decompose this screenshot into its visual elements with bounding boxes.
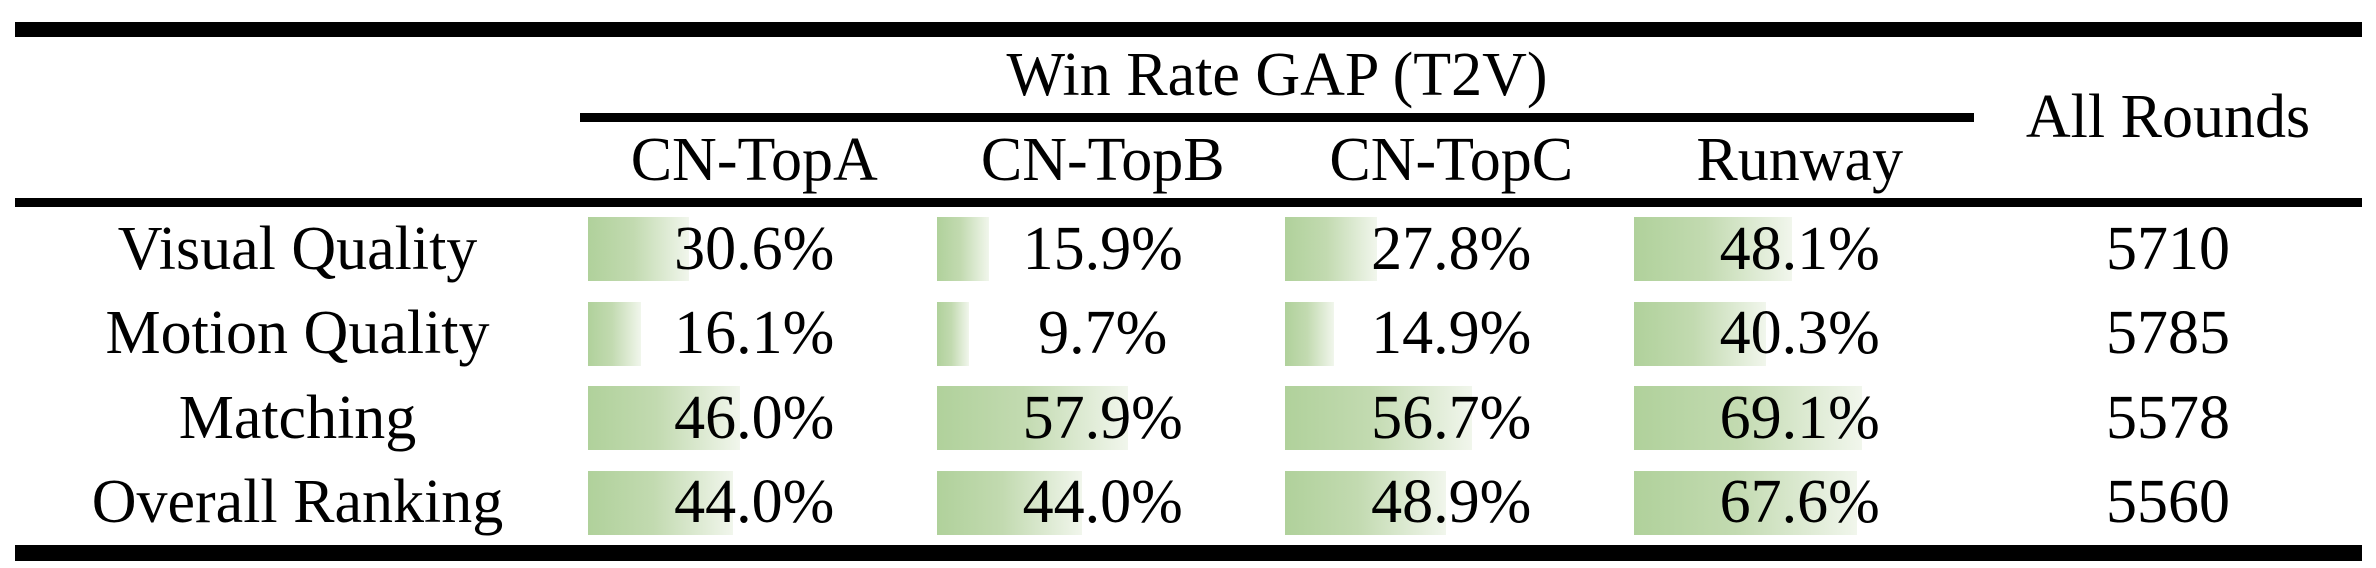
win-rate-cell-cn-topc: 56.7%	[1277, 376, 1626, 461]
win-rate-value: 9.7%	[1038, 299, 1168, 368]
data-bar	[588, 301, 642, 366]
win-rate-value: 57.9%	[1022, 383, 1183, 452]
win-rate-cell-cn-topb: 44.0%	[929, 461, 1278, 546]
column-header-runway: Runway	[1696, 125, 1904, 194]
win-rate-value: 44.0%	[674, 468, 835, 537]
win-rate-cell-cn-topa: 30.6%	[580, 207, 929, 292]
all-rounds-value: 5560	[2106, 468, 2230, 537]
win-rate-cell-cn-topc: 48.9%	[1277, 461, 1626, 546]
data-bar	[1633, 470, 1857, 535]
column-header-row: CN-TopA CN-TopB CN-TopC Runway	[15, 122, 2362, 198]
win-rate-cell-cn-topb: 57.9%	[929, 376, 1278, 461]
win-rate-value: 16.1%	[674, 299, 835, 368]
header-spacer	[15, 122, 580, 198]
win-rate-cell-cn-topc: 14.9%	[1277, 292, 1626, 377]
win-rate-cell-cn-topb: 9.7%	[929, 292, 1278, 377]
data-bar	[588, 386, 740, 450]
table-row-matching: Matching 46.0% 57.9% 56.7% 69.1% 5578	[15, 376, 2362, 461]
win-rate-value: 48.1%	[1719, 214, 1880, 283]
win-rate-cell-cn-topb: 15.9%	[929, 207, 1278, 292]
win-rate-value: 44.0%	[1022, 468, 1183, 537]
data-bar	[1633, 386, 1862, 450]
win-rate-value: 15.9%	[1022, 214, 1183, 283]
table-row-motion-quality: Motion Quality 16.1% 9.7% 14.9% 40.3% 5785	[15, 292, 2362, 377]
row-label: Overall Ranking	[91, 468, 504, 537]
win-rate-value: 69.1%	[1719, 383, 1880, 452]
win-rate-value: 14.9%	[1371, 299, 1532, 368]
win-rate-value: 46.0%	[674, 383, 835, 452]
all-rounds-value: 5785	[2106, 299, 2230, 368]
data-bar	[1633, 217, 1793, 281]
win-rate-cell-runway: 67.6%	[1626, 461, 1975, 546]
header-spacer	[15, 37, 580, 113]
top-rule	[15, 22, 2362, 37]
group-header-row: Win Rate GAP (T2V)	[15, 37, 2362, 113]
table-row-visual-quality: Visual Quality 30.6% 15.9% 27.8% 48.1% 5710	[15, 207, 2362, 292]
data-bar	[1285, 301, 1335, 366]
data-bar	[936, 386, 1128, 450]
data-bar	[936, 217, 989, 281]
win-rate-value: 40.3%	[1719, 299, 1880, 368]
win-rate-cell-runway: 40.3%	[1626, 292, 1975, 377]
all-rounds-value: 5710	[2106, 214, 2230, 283]
column-header-cn-topa: CN-TopA	[630, 125, 878, 194]
win-rate-value: 27.8%	[1371, 214, 1532, 283]
group-header-win-rate-gap: Win Rate GAP (T2V)	[1006, 40, 1548, 109]
win-rate-cell-runway: 48.1%	[1626, 207, 1975, 292]
win-rate-value: 56.7%	[1371, 383, 1532, 452]
column-header-cn-topb: CN-TopB	[980, 125, 1225, 194]
table-body: Visual Quality 30.6% 15.9% 27.8% 48.1% 5710 Mo…	[15, 207, 2362, 545]
win-rate-cell-cn-topc: 27.8%	[1277, 207, 1626, 292]
win-rate-value: 30.6%	[674, 214, 835, 283]
win-rate-cell-cn-topa: 46.0%	[580, 376, 929, 461]
data-bar	[936, 301, 969, 366]
win-rate-table: Win Rate GAP (T2V) All Rounds CN-TopA CN-…	[15, 22, 2362, 561]
win-rate-value: 67.6%	[1719, 468, 1880, 537]
column-header-all-rounds: All Rounds	[2025, 83, 2311, 151]
data-bar	[588, 217, 689, 281]
data-bar	[1285, 386, 1473, 450]
data-bar	[936, 470, 1082, 535]
win-rate-cell-cn-topa: 16.1%	[580, 292, 929, 377]
win-rate-value: 48.9%	[1371, 468, 1532, 537]
row-label: Motion Quality	[105, 299, 490, 368]
bottom-rule	[15, 545, 2362, 561]
row-label: Visual Quality	[117, 214, 478, 283]
win-rate-cell-cn-topa: 44.0%	[580, 461, 929, 546]
header-bottom-rule	[15, 198, 2362, 207]
data-bar	[1285, 470, 1447, 535]
data-bar	[1633, 301, 1767, 366]
data-bar	[1285, 217, 1377, 281]
data-bar	[588, 470, 734, 535]
column-header-cn-topc: CN-TopC	[1329, 125, 1574, 194]
all-rounds-value: 5578	[2106, 383, 2230, 452]
win-rate-cell-runway: 69.1%	[1626, 376, 1975, 461]
group-header-underline-rule	[580, 113, 1974, 122]
row-label: Matching	[178, 383, 417, 452]
table-row-overall-ranking: Overall Ranking 44.0% 44.0% 48.9% 67.6% 5560	[15, 461, 2362, 546]
